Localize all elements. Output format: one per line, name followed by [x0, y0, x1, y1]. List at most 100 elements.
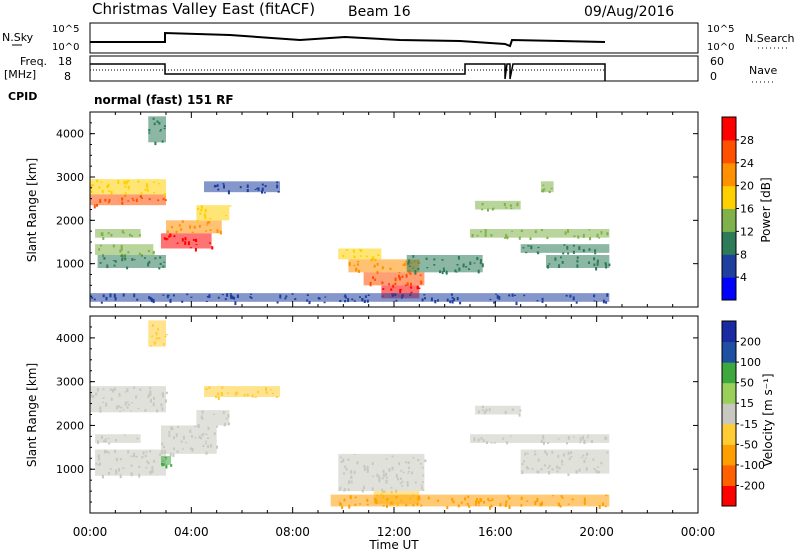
- power-speckle: [120, 248, 123, 251]
- power-speckle: [398, 276, 401, 281]
- velocity-speckle: [122, 409, 125, 411]
- power-speckle: [180, 228, 183, 231]
- velocity-speckle: [162, 463, 165, 466]
- power-speckle: [112, 244, 115, 248]
- velocity-speckle: [537, 458, 540, 462]
- velocity-region: [90, 386, 168, 413]
- velocity-speckle: [135, 395, 138, 399]
- power-speckle: [364, 295, 367, 298]
- velocity-speckle: [97, 454, 100, 459]
- velocity-speckle: [473, 437, 476, 442]
- velocity-region: [204, 386, 280, 401]
- velocity-region-core: [338, 453, 425, 492]
- velocity-speckle: [155, 337, 158, 340]
- nsky-frame: [89, 22, 699, 54]
- power-speckle: [254, 189, 257, 190]
- power-speckle: [342, 254, 345, 257]
- nsky-tick-high: 10^5: [52, 24, 79, 35]
- velocity-speckle: [105, 450, 108, 453]
- power-speckle: [99, 262, 102, 264]
- power-speckle: [205, 301, 208, 302]
- velocity-speckle: [493, 442, 496, 444]
- power-speckle: [418, 287, 421, 289]
- velocity-speckle: [343, 488, 346, 491]
- power-speckle: [91, 184, 94, 187]
- velocity-speckle: [405, 461, 407, 464]
- power-speckle: [148, 129, 151, 132]
- power-y-tick-label: 4000: [56, 128, 84, 141]
- power-speckle: [357, 269, 360, 273]
- velocity-speckle: [583, 501, 586, 505]
- velocity-speckle: [593, 468, 596, 471]
- power-speckle: [152, 117, 155, 120]
- velocity-speckle: [527, 467, 530, 470]
- velocity-speckle: [202, 444, 205, 447]
- power-speckle: [593, 294, 596, 298]
- power-speckle: [91, 296, 94, 299]
- velocity-speckle: [350, 477, 353, 479]
- power-speckle: [276, 301, 279, 304]
- power-speckle: [423, 294, 426, 296]
- velocity-speckle: [349, 495, 352, 500]
- power-speckle: [224, 298, 227, 301]
- velocity-speckle: [488, 500, 491, 502]
- velocity-speckle: [344, 465, 346, 469]
- power-speckle: [148, 132, 151, 134]
- power-speckle: [225, 215, 227, 217]
- power-speckle: [372, 256, 375, 260]
- velocity-speckle: [165, 391, 168, 394]
- velocity-speckle: [541, 501, 543, 506]
- velocity-speckle: [567, 436, 570, 440]
- velocity-speckle: [567, 503, 570, 505]
- velocity-speckle: [416, 503, 419, 506]
- power-colorbar-swatch: [722, 231, 736, 255]
- velocity-speckle: [561, 459, 563, 464]
- velocity-speckle: [520, 496, 523, 500]
- power-speckle: [136, 298, 139, 301]
- velocity-speckle: [213, 432, 216, 436]
- power-region: [406, 255, 484, 275]
- power-speckle: [191, 231, 194, 233]
- power-speckle: [361, 298, 364, 300]
- velocity-speckle: [126, 388, 129, 392]
- power-speckle: [108, 199, 111, 202]
- velocity-speckle: [477, 438, 480, 442]
- velocity-speckle: [165, 464, 168, 469]
- velocity-speckle: [583, 439, 586, 443]
- velocity-speckle: [353, 454, 356, 455]
- velocity-speckle: [552, 495, 555, 497]
- power-speckle: [154, 257, 157, 260]
- velocity-colorbar-swatch: [722, 382, 736, 404]
- power-speckle: [376, 270, 379, 274]
- power-speckle: [233, 297, 236, 300]
- velocity-speckle: [486, 441, 488, 444]
- power-speckle: [390, 288, 393, 291]
- power-speckle: [493, 301, 496, 304]
- velocity-speckle: [113, 387, 116, 391]
- velocity-speckle: [399, 482, 402, 485]
- velocity-speckle: [390, 487, 393, 489]
- nsky-panel: N.Sky 10^5 10^0 10^5 10^0 N.Search: [2, 22, 795, 54]
- power-speckle: [417, 268, 420, 270]
- velocity-region-core: [95, 434, 141, 443]
- velocity-speckle: [602, 502, 605, 506]
- power-speckle: [291, 293, 294, 295]
- velocity-speckle: [407, 461, 410, 465]
- power-speckle: [600, 231, 603, 235]
- velocity-region: [338, 453, 427, 494]
- power-speckle: [484, 233, 487, 237]
- power-speckle: [605, 301, 608, 304]
- velocity-speckle: [559, 505, 562, 508]
- velocity-speckle: [366, 469, 369, 473]
- velocity-speckle: [388, 468, 391, 472]
- power-region-core: [90, 293, 610, 302]
- power-speckle: [159, 262, 162, 265]
- velocity-speckle: [161, 394, 164, 398]
- power-speckle: [195, 238, 197, 242]
- time-tick-label: 12:00: [377, 525, 412, 539]
- velocity-speckle: [476, 498, 479, 501]
- velocity-speckle: [483, 410, 486, 415]
- power-speckle: [226, 293, 229, 297]
- velocity-region: [160, 456, 173, 469]
- power-speckle: [536, 300, 539, 302]
